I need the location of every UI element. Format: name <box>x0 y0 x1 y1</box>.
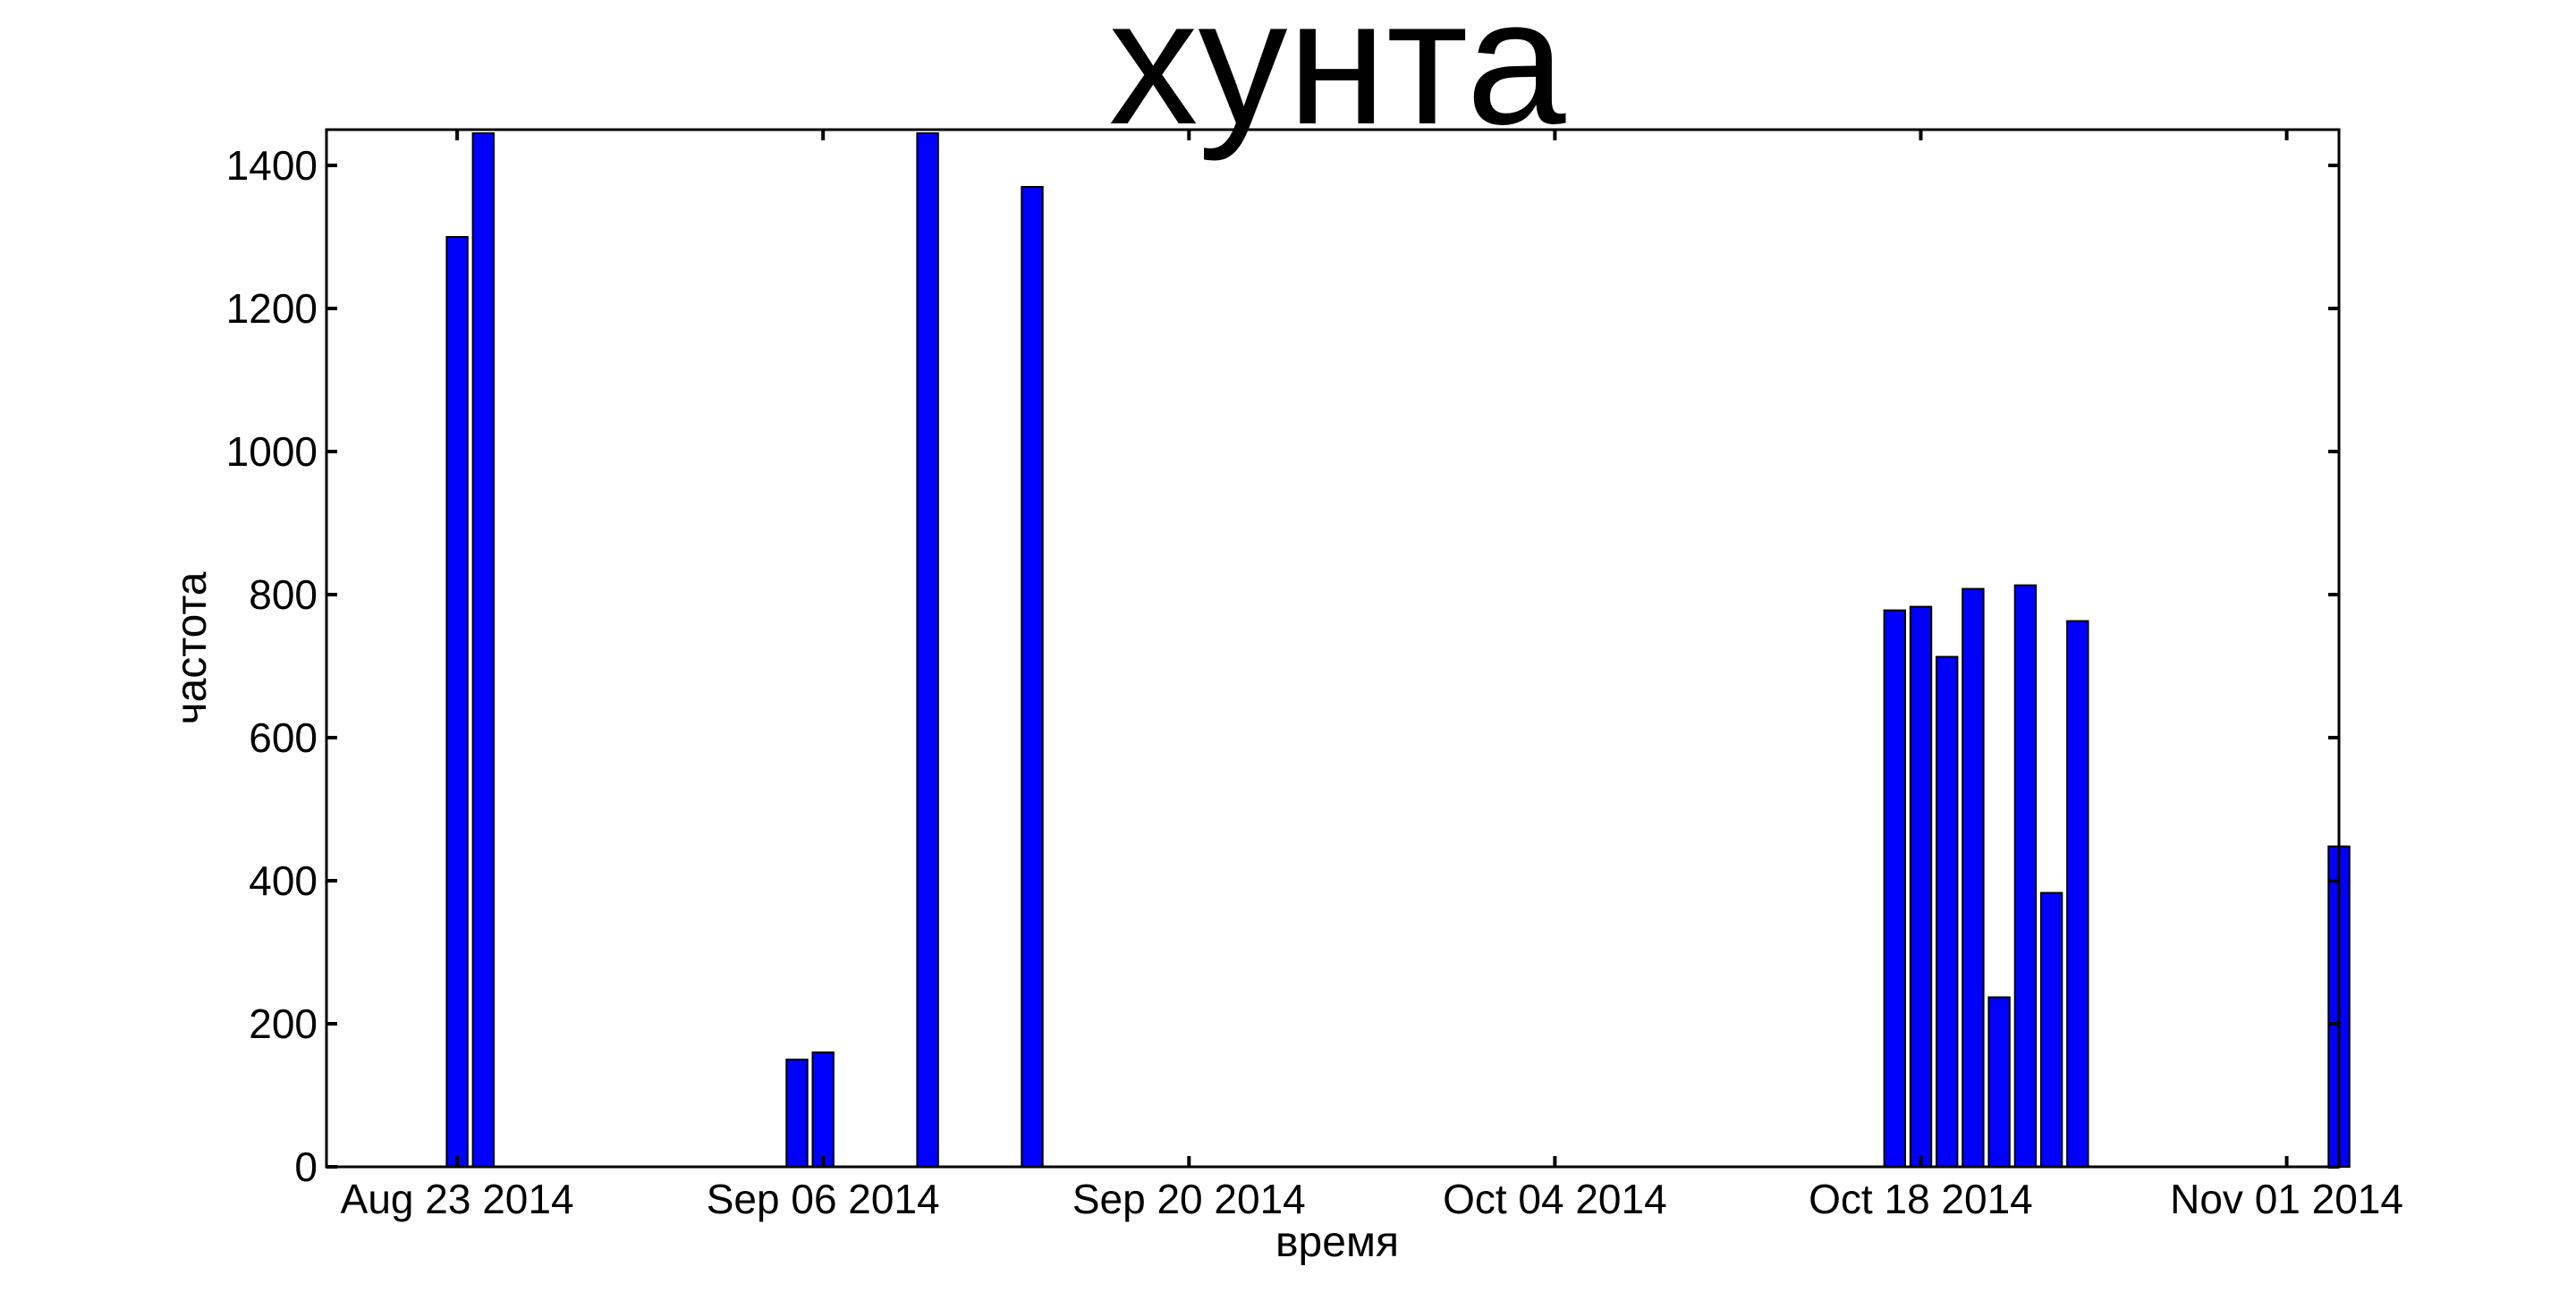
y-tick-label: 1000 <box>226 428 318 475</box>
bar <box>471 132 495 1168</box>
bar <box>1987 996 2011 1169</box>
bar <box>916 132 939 1168</box>
y-axis-label: частота <box>168 571 216 724</box>
chart-title: хунта <box>1108 0 1566 162</box>
bar <box>1909 605 1933 1168</box>
x-tick-label: Nov 01 2014 <box>2170 1176 2403 1222</box>
bar <box>2013 584 2038 1168</box>
y-tick-label: 400 <box>249 857 318 904</box>
y-tick-label: 200 <box>249 1001 318 1047</box>
bar <box>1021 186 1044 1168</box>
bar <box>785 1059 809 1168</box>
bar <box>1883 609 1907 1168</box>
y-tick-label: 600 <box>249 714 318 761</box>
bar <box>2066 620 2089 1168</box>
bar <box>811 1051 835 1168</box>
bar <box>1936 655 1959 1168</box>
bars-layer <box>445 132 2351 1169</box>
bar <box>445 236 469 1168</box>
x-tick-label: Aug 23 2014 <box>341 1176 574 1222</box>
y-tick-label: 1200 <box>226 285 318 332</box>
plot-frame <box>325 128 2341 1169</box>
x-axis-label: время <box>1275 1219 1399 1266</box>
x-tick-label: Sep 06 2014 <box>707 1176 940 1222</box>
x-tick-label: Sep 20 2014 <box>1072 1176 1306 1222</box>
x-tick-label: Oct 04 2014 <box>1443 1176 1667 1222</box>
y-tick-label: 0 <box>294 1144 318 1190</box>
bar <box>2039 891 2063 1168</box>
x-tick-label: Oct 18 2014 <box>1809 1176 2033 1222</box>
y-tick-label: 1400 <box>226 142 318 189</box>
ticks-layer: 0 200 400 600 800 1000 1200 1400 Aug 23 2014 Sep … <box>226 130 2403 1222</box>
y-tick-label: 800 <box>249 571 318 618</box>
bar <box>1962 587 1985 1168</box>
